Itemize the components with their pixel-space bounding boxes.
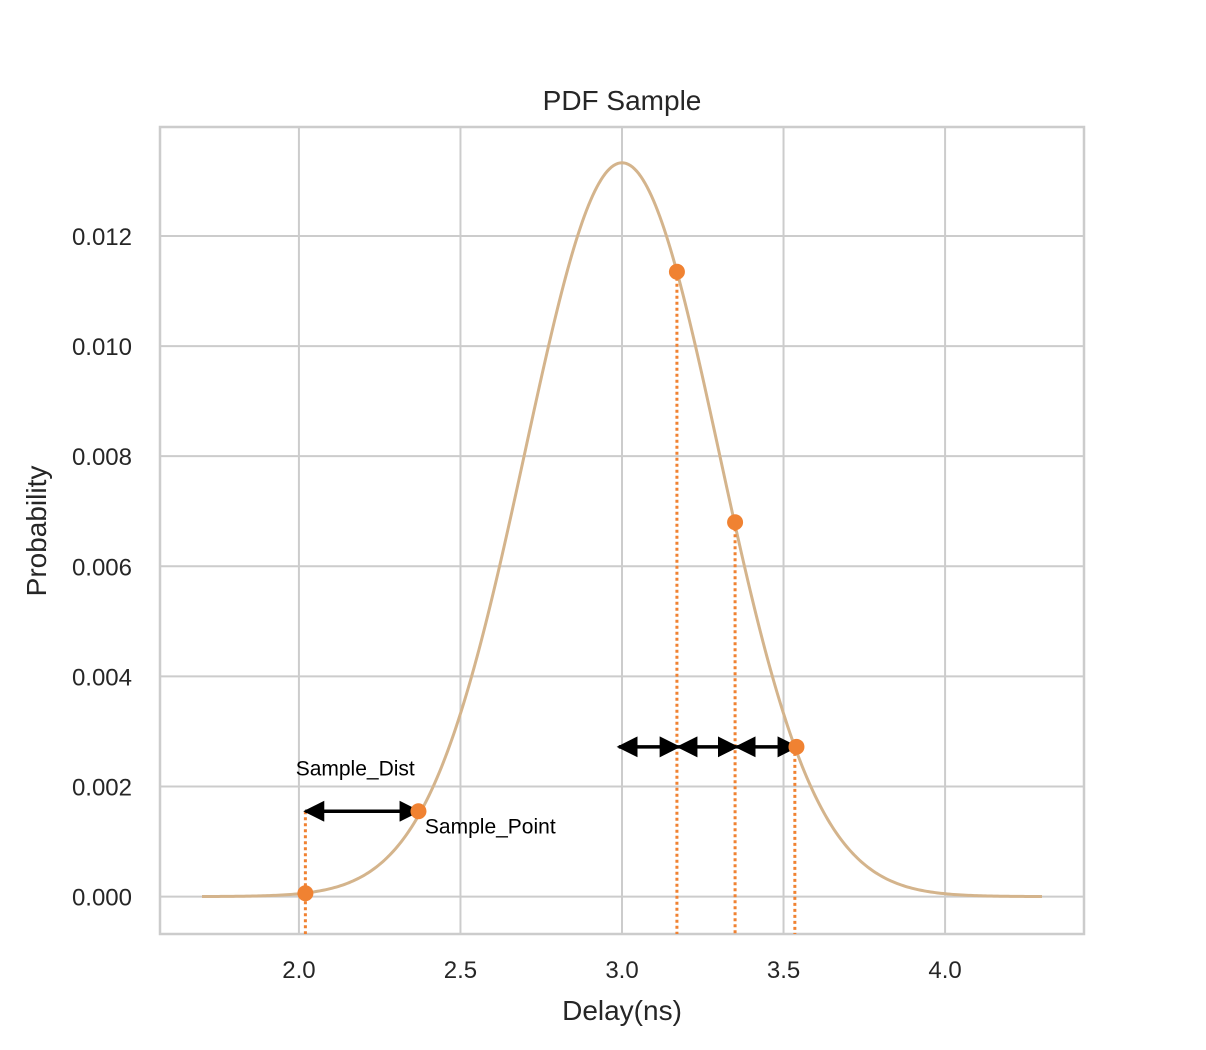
sample-point xyxy=(297,885,314,902)
sample-point xyxy=(788,738,805,755)
plot-border xyxy=(158,125,1086,936)
y-tick-label: 0.004 xyxy=(72,664,132,691)
sample-point xyxy=(727,514,744,531)
x-tick-label: 3.0 xyxy=(605,957,638,984)
sample-points-layer xyxy=(297,263,805,902)
x-tick-label: 2.5 xyxy=(444,957,477,984)
grid xyxy=(160,127,1084,934)
y-tick-label: 0.002 xyxy=(72,774,132,801)
arrows-layer xyxy=(303,736,799,822)
sample-point xyxy=(410,803,427,820)
y-tick-label: 0.000 xyxy=(72,885,132,912)
x-axis-label: Delay(ns) xyxy=(562,995,682,1026)
x-tick-label: 4.0 xyxy=(928,957,961,984)
y-tick-label: 0.010 xyxy=(72,334,132,361)
y-tick-label: 0.008 xyxy=(72,444,132,471)
pdf-curve xyxy=(201,161,1043,899)
x-tick-label: 3.5 xyxy=(767,957,800,984)
x-tick-labels: 2.0 2.5 3.0 3.5 4.0 xyxy=(282,957,962,984)
y-axis-label: Probability xyxy=(21,466,52,597)
y-tick-label: 0.012 xyxy=(72,224,132,251)
dotted-lines-layer xyxy=(303,271,797,934)
y-tick-labels: 0.000 0.002 0.004 0.006 0.008 0.010 0.012 xyxy=(72,224,132,912)
pdf-curve-layer xyxy=(201,161,1043,899)
annotations-layer: Sample_Dist Sample_Point xyxy=(296,757,556,838)
annotation-label: Sample_Point xyxy=(425,815,556,838)
sample-point xyxy=(668,263,685,280)
y-tick-label: 0.006 xyxy=(72,554,132,581)
chart-title: PDF Sample xyxy=(543,85,702,116)
x-tick-label: 2.0 xyxy=(282,957,315,984)
plot-frame xyxy=(158,125,1086,936)
annotation-label: Sample_Dist xyxy=(296,757,415,780)
